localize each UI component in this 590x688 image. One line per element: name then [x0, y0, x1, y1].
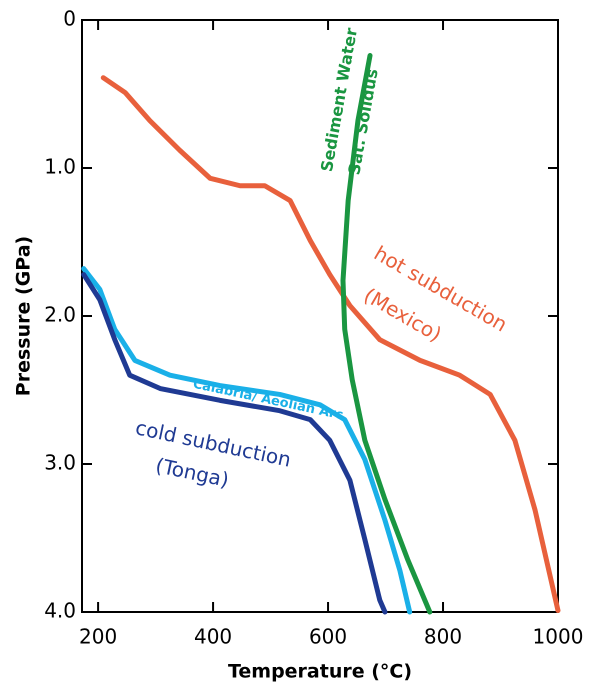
- series-line: [81, 272, 388, 615]
- x-tick-label: 600: [309, 625, 347, 649]
- series-line: [81, 266, 413, 615]
- series-line: [340, 53, 433, 615]
- y-axis-title: Pressure (GPa): [13, 236, 35, 396]
- x-axis-title: Temperature (°C): [228, 661, 412, 683]
- y-tick-label: 1.0: [44, 155, 76, 179]
- x-tick-label: 200: [79, 625, 117, 649]
- annotation: (Tonga): [153, 453, 231, 492]
- y-tick-label: 4.0: [44, 599, 76, 623]
- y-tick-label: 2.0: [44, 303, 76, 327]
- y-tick-label: 3.0: [44, 451, 76, 475]
- x-tick-label: 1000: [533, 625, 584, 649]
- x-tick-label: 400: [194, 625, 232, 649]
- y-tick-label: 0: [63, 7, 76, 31]
- series-line: [100, 75, 561, 614]
- x-tick-label: 800: [424, 625, 462, 649]
